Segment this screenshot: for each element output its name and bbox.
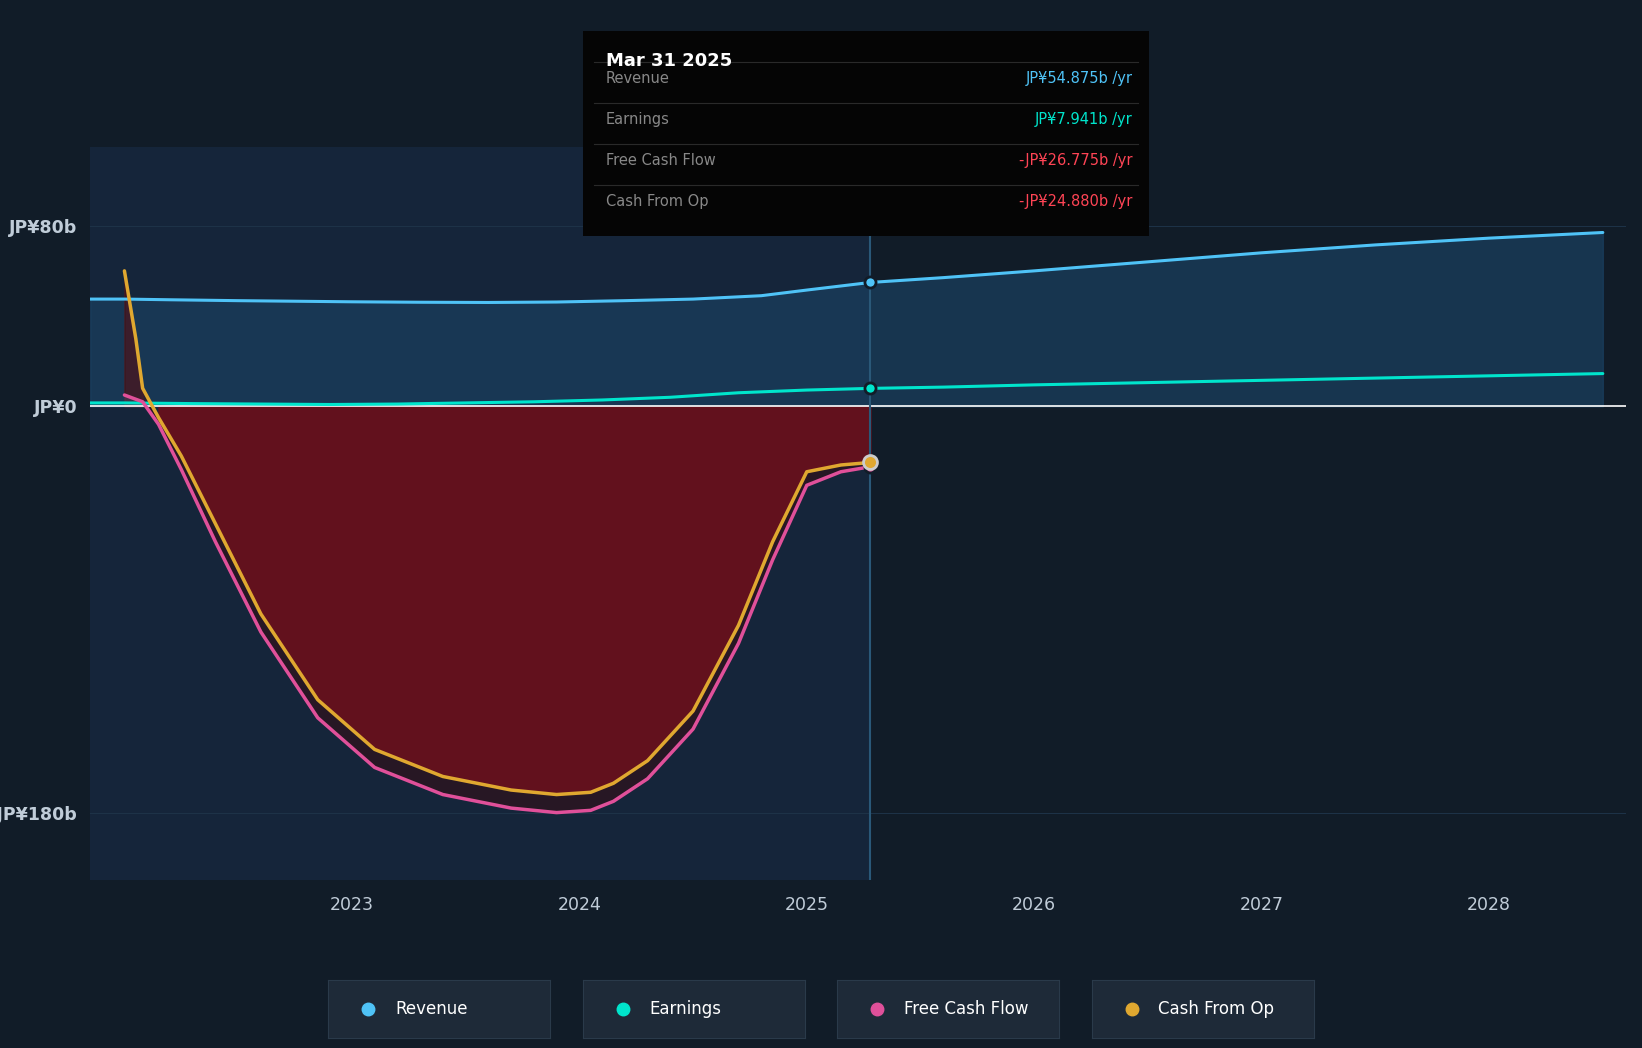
Text: Earnings: Earnings: [650, 1000, 721, 1018]
Text: Free Cash Flow: Free Cash Flow: [606, 153, 716, 168]
Text: JP¥7.941b /yr: JP¥7.941b /yr: [1034, 112, 1133, 127]
Text: -JP¥24.880b /yr: -JP¥24.880b /yr: [1020, 194, 1133, 209]
Text: Revenue: Revenue: [394, 1000, 468, 1018]
Text: Cash From Op: Cash From Op: [606, 194, 708, 209]
Text: Past: Past: [823, 165, 859, 182]
Text: Analysts Forecasts: Analysts Forecasts: [882, 165, 1044, 182]
Text: Mar 31 2025: Mar 31 2025: [606, 51, 732, 70]
Text: Earnings: Earnings: [606, 112, 670, 127]
Text: JP¥54.875b /yr: JP¥54.875b /yr: [1025, 71, 1133, 86]
Text: Revenue: Revenue: [606, 71, 670, 86]
Text: Cash From Op: Cash From Op: [1159, 1000, 1274, 1018]
Text: Free Cash Flow: Free Cash Flow: [905, 1000, 1028, 1018]
Bar: [90, 147, 870, 880]
Text: -JP¥26.775b /yr: -JP¥26.775b /yr: [1020, 153, 1133, 168]
